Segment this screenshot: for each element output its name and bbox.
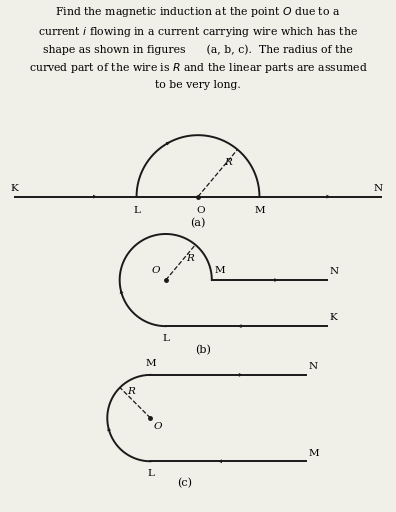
Text: M: M [308,449,319,458]
Text: R: R [127,387,135,396]
Text: K: K [11,184,18,193]
Text: K: K [329,313,337,323]
Text: O: O [197,206,206,215]
Text: O: O [154,421,162,431]
Text: N: N [373,184,382,193]
Text: L: L [147,469,154,478]
Text: N: N [329,267,339,276]
Text: L: L [162,334,169,344]
Text: L: L [133,206,140,215]
Text: O: O [152,266,160,275]
Text: R: R [224,158,232,167]
Text: (c): (c) [177,478,192,488]
Text: (b): (b) [195,345,211,355]
Text: M: M [254,206,265,215]
Text: M: M [145,358,156,368]
Text: (a): (a) [190,218,206,228]
Text: R: R [187,254,194,263]
Text: N: N [308,362,317,371]
Text: Find the magnetic induction at the point $O$ due to a
current $i$ flowing in a c: Find the magnetic induction at the point… [29,5,367,90]
Text: M: M [214,266,225,274]
